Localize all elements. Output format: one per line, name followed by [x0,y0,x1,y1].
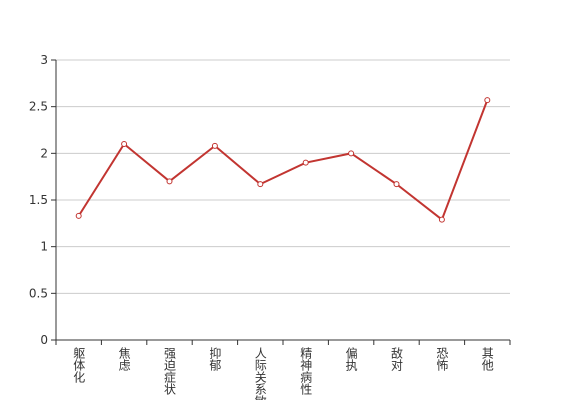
point [484,97,491,104]
y-tick-label: 0.5 [29,286,48,300]
x-tick-label: 人际关系敏感 [253,347,267,400]
point [211,142,218,149]
y-tick-label: 2 [40,146,48,160]
y-tick-label: 1 [40,240,48,254]
point [438,216,445,223]
y-tick-label: 0 [40,333,48,347]
x-tick-label: 焦虑 [117,347,131,371]
point [393,181,400,188]
point [166,178,173,185]
point [121,141,128,147]
x-tick-label: 强迫症状 [163,347,177,395]
x-tick-label: 偏执 [344,346,358,372]
x-tick-label: 敌对 [390,346,404,371]
point [302,159,309,166]
x-tick-label: 其他 [480,347,494,371]
y-tick-label: 1.5 [29,193,48,207]
point [75,212,82,219]
x-tick-label: 躯体化 [72,346,86,384]
point [257,181,264,188]
line [77,99,489,222]
x-tick-label: 抑郁 [208,346,222,372]
point [348,150,355,157]
y-tick-label: 2.5 [29,100,48,114]
x-tick-label: 恐怖 [435,347,449,371]
x-tick-label: 精神病性 [299,347,313,396]
y-tick-label: 3 [40,53,48,67]
